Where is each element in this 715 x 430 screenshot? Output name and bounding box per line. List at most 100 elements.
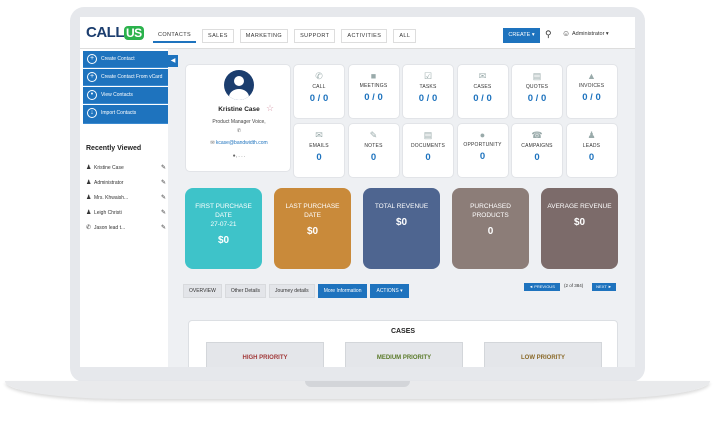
record-count: (2 of 384) bbox=[564, 283, 584, 288]
stat-label: CASES bbox=[473, 84, 492, 90]
stat-value: 0 bbox=[316, 152, 322, 163]
contact-email[interactable]: kcase@bandwidth.com bbox=[215, 140, 268, 146]
nav-activities[interactable]: ACTIVITIES bbox=[341, 29, 388, 43]
avatar[interactable]: ☺ bbox=[562, 29, 571, 38]
favorite-star-icon[interactable]: ☆ bbox=[266, 103, 275, 113]
stat-label: OPPORTUNITY bbox=[463, 142, 502, 148]
user-menu[interactable]: Administrator ▾ bbox=[572, 31, 609, 37]
priority-box[interactable]: HIGH PRIORITY bbox=[206, 342, 324, 367]
sidebar-collapse-button[interactable]: ◀ bbox=[168, 55, 178, 67]
notes-icon: ✎ bbox=[369, 130, 378, 140]
stat-cases[interactable]: ✉ CASES 0 / 0 bbox=[456, 64, 509, 119]
stat-label: CAMPAIGNS bbox=[521, 143, 553, 149]
stat-value: 0 / 0 bbox=[418, 93, 438, 104]
cases-title: CASES bbox=[390, 328, 416, 335]
user-icon: ♟ bbox=[86, 195, 92, 201]
priority-box[interactable]: MEDIUM PRIORITY bbox=[345, 342, 463, 367]
recent-item[interactable]: ✆ Jason lead t... ✎ bbox=[86, 222, 166, 234]
nav-sales[interactable]: SALES bbox=[202, 29, 234, 43]
stat-invoices[interactable]: ▲ INVOICES 0 / 0 bbox=[565, 64, 618, 119]
contact-title: Product Manager Voice, bbox=[212, 119, 266, 125]
summary-value: $0 bbox=[573, 217, 586, 228]
edit-icon[interactable]: ✎ bbox=[160, 195, 166, 201]
tab-more-information[interactable]: More Information bbox=[317, 284, 368, 298]
stat-opportunity[interactable]: ● OPPORTUNITY 0 bbox=[456, 123, 509, 178]
create-contact-vcard-button[interactable]: + Create Contact From vCard bbox=[83, 69, 168, 86]
download-icon: ↓ bbox=[87, 108, 97, 118]
documents-icon: ▤ bbox=[423, 130, 433, 140]
summary-title: LAST PURCHASE DATE bbox=[285, 203, 340, 219]
stat-label: EMAILS bbox=[309, 143, 329, 149]
summary-title: PURCHASED PRODUCTS bbox=[470, 203, 511, 219]
summary-tile[interactable]: AVERAGE REVENUE $0 bbox=[541, 188, 618, 269]
stat-notes[interactable]: ✎ NOTES 0 bbox=[347, 123, 400, 178]
edit-icon[interactable]: ✎ bbox=[160, 165, 166, 171]
next-button[interactable]: NEXT ► bbox=[592, 283, 616, 291]
user-icon: ♟ bbox=[86, 210, 92, 216]
stat-leads[interactable]: ♟ LEADS 0 bbox=[565, 123, 618, 178]
stat-tasks[interactable]: ☑ TASKS 0 / 0 bbox=[402, 64, 454, 119]
import-contacts-button[interactable]: ↓ Import Contacts bbox=[83, 105, 168, 124]
eye-icon: • bbox=[87, 90, 97, 100]
stat-meetings[interactable]: ■ MEETINGS 0 / 0 bbox=[347, 64, 400, 119]
summary-tile[interactable]: PURCHASED PRODUCTS 0 bbox=[452, 188, 529, 269]
stat-campaigns[interactable]: ☎ CAMPAIGNS 0 bbox=[511, 123, 563, 178]
top-bar: CALL US CONTACTS SALES MARKETING SUPPORT … bbox=[80, 17, 635, 49]
search-icon[interactable]: ⚲ bbox=[545, 29, 552, 39]
summary-title: TOTAL REVENUE bbox=[374, 203, 429, 210]
user-icon: ♟ bbox=[86, 165, 92, 171]
edit-icon[interactable]: ✎ bbox=[160, 225, 166, 231]
stat-label: INVOICES bbox=[578, 83, 605, 89]
tab-overview[interactable]: OVERVIEW bbox=[183, 284, 222, 298]
summary-tile[interactable]: FIRST PURCHASE DATE 27-07-21 $0 bbox=[185, 188, 262, 269]
profile-card: ☆ Kristine Case Product Manager Voice, ✆… bbox=[185, 64, 291, 172]
app-screen: CALL US CONTACTS SALES MARKETING SUPPORT … bbox=[80, 17, 635, 367]
location-icon: ● bbox=[232, 153, 236, 159]
nav-all[interactable]: ALL bbox=[393, 29, 417, 43]
tab-other-details[interactable]: Other Details bbox=[224, 284, 267, 298]
stat-documents[interactable]: ▤ DOCUMENTS 0 bbox=[402, 123, 454, 178]
app-logo[interactable]: CALL US bbox=[86, 24, 144, 41]
recently-viewed-title: Recently Viewed bbox=[86, 145, 142, 152]
stat-value: 0 / 0 bbox=[527, 93, 547, 104]
edit-icon[interactable]: ✎ bbox=[160, 210, 166, 216]
stat-label: NOTES bbox=[364, 143, 383, 149]
plus-icon: + bbox=[87, 72, 97, 82]
edit-icon[interactable]: ✎ bbox=[160, 180, 166, 186]
phone-icon[interactable]: ✆ bbox=[236, 128, 242, 134]
cases-panel: CASES HIGH PRIORITY MEDIUM PRIORITY LOW PR… bbox=[188, 320, 618, 367]
summary-value: 0 bbox=[487, 226, 494, 237]
nav-support[interactable]: SUPPORT bbox=[294, 29, 336, 43]
previous-button[interactable]: ◄ PREVIOUS bbox=[524, 283, 560, 291]
email-icon: ✉ bbox=[210, 140, 216, 146]
stat-call[interactable]: ✆ CALL 0 / 0 bbox=[293, 64, 345, 119]
summary-value: $0 bbox=[217, 235, 230, 246]
summary-tile[interactable]: TOTAL REVENUE $0 bbox=[363, 188, 440, 269]
opportunity-icon: ● bbox=[479, 130, 486, 140]
contact-email-row[interactable]: ✉ kcase@bandwidth.com bbox=[186, 140, 292, 146]
summary-tile[interactable]: LAST PURCHASE DATE $0 bbox=[274, 188, 351, 269]
nav-contacts[interactable]: CONTACTS bbox=[153, 29, 197, 43]
recent-item[interactable]: ♟ Mrs. Khwaish... ✎ bbox=[86, 192, 166, 204]
stat-label: MEETINGS bbox=[359, 83, 388, 89]
stat-quotes[interactable]: ▤ QUOTES 0 / 0 bbox=[511, 64, 563, 119]
stat-value: 0 / 0 bbox=[473, 93, 492, 104]
stat-label: QUOTES bbox=[525, 84, 549, 90]
nav-marketing[interactable]: MARKETING bbox=[239, 29, 289, 43]
actions-dropdown[interactable]: ACTIONS ▾ bbox=[370, 284, 409, 298]
create-button[interactable]: CREATE ▾ bbox=[503, 28, 540, 43]
stat-emails[interactable]: ✉ EMAILS 0 bbox=[293, 123, 345, 178]
emails-icon: ✉ bbox=[315, 130, 323, 140]
summary-value: $0 bbox=[395, 217, 408, 228]
plus-icon: + bbox=[87, 54, 97, 64]
recent-item[interactable]: ♟ Leigh Christi ✎ bbox=[86, 207, 166, 219]
invoices-icon: ▲ bbox=[587, 71, 596, 81]
recent-item[interactable]: ♟ Kristine Case ✎ bbox=[86, 162, 166, 174]
tab-journey-details[interactable]: Journey details bbox=[269, 284, 315, 298]
create-contact-button[interactable]: + Create Contact bbox=[83, 51, 168, 68]
stat-label: DOCUMENTS bbox=[410, 143, 446, 149]
view-contacts-button[interactable]: • View Contacts bbox=[83, 87, 168, 104]
priority-box[interactable]: LOW PRIORITY bbox=[484, 342, 602, 367]
recent-item[interactable]: ♟ Administrator ✎ bbox=[86, 177, 166, 189]
tasks-icon: ☑ bbox=[423, 71, 433, 81]
